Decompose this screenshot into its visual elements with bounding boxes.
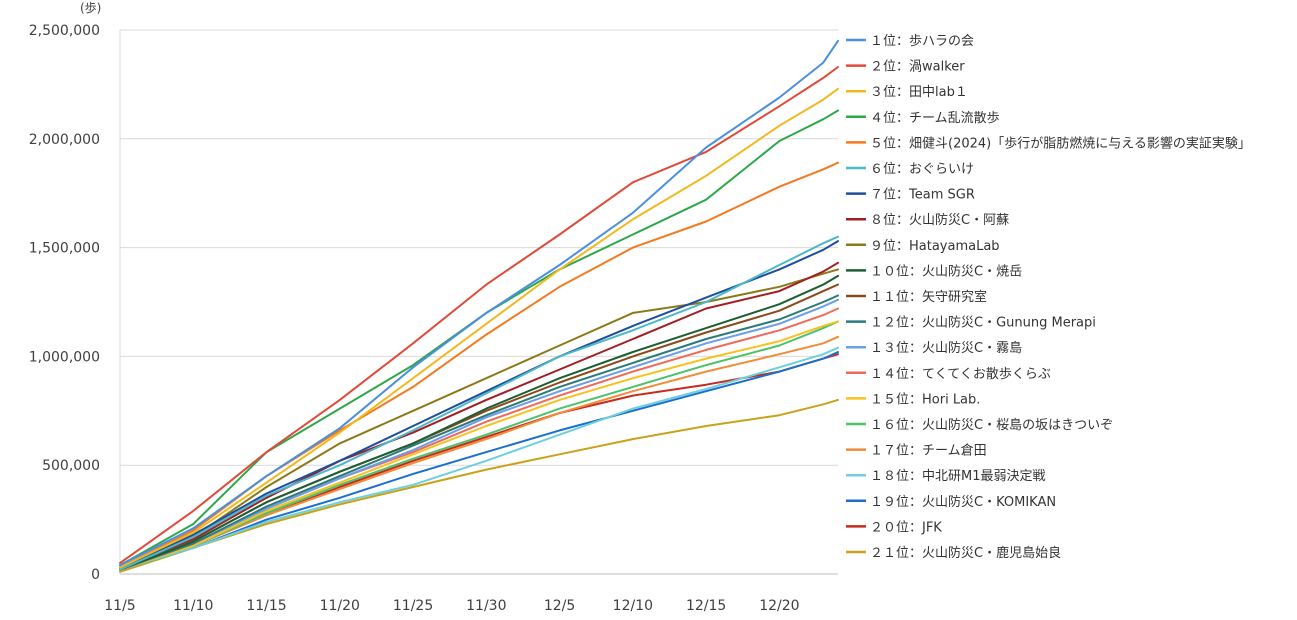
y-tick-label: 0: [91, 567, 100, 583]
y-tick-label: 2,000,000: [29, 132, 100, 148]
legend-label: ６位：おぐらいけ: [870, 162, 974, 177]
legend-item: １０位：火山防災C・焼岳: [846, 263, 1022, 279]
legend-item: ９位：HatayamaLab: [846, 239, 1000, 254]
series-line: [119, 66, 839, 565]
series-line: [119, 87, 839, 569]
x-tick-label: 12/15: [686, 598, 726, 614]
x-tick-label: 11/5: [104, 598, 135, 614]
legend-label: ２０位：JFK: [870, 520, 942, 535]
series-line: [119, 268, 839, 569]
gridlines: [119, 29, 838, 575]
y-axis-unit-label: (歩): [80, 0, 101, 15]
legend-item: １２位：火山防災C・Gunung Merapi: [846, 315, 1096, 331]
legend-label: ２１位：火山防災C・鹿児島始良: [870, 545, 1061, 561]
series-line: [119, 294, 839, 571]
legend-label: １０位：火山防災C・焼岳: [870, 263, 1022, 279]
legend-label: １位：歩ハラの会: [870, 34, 974, 49]
y-axis-ticks: 0 500,000 1,000,000 1,500,000 2,000,000 2,500…: [29, 23, 100, 583]
legend-item: １９位：火山防災C・KOMIKAN: [846, 494, 1056, 510]
legend-label: １７位：チーム倉田: [870, 444, 987, 459]
series-line: [119, 235, 839, 571]
series-line: [119, 320, 839, 571]
x-tick-label: 12/20: [759, 598, 799, 614]
legend-item: ２１位：火山防災C・鹿児島始良: [846, 545, 1061, 561]
legend-label: ８位：火山防災C・阿蘇: [870, 212, 1009, 228]
series-line: [119, 398, 839, 573]
x-tick-label: 11/20: [320, 598, 360, 614]
y-tick-label: 1,500,000: [29, 241, 100, 257]
legend-item: １８位：中北研M1最弱決定戦: [846, 469, 1046, 484]
legend-item: １４位：てくてくお散歩くらぶ: [846, 367, 1051, 382]
series-line: [119, 109, 839, 567]
y-tick-label: 2,500,000: [29, 23, 100, 39]
legend-label: ５位：畑健斗(2024)「歩行が脂肪燃焼に与える影響の実証実験」: [870, 135, 1251, 151]
series-line: [119, 274, 839, 571]
legend-label: ９位：HatayamaLab: [870, 239, 1000, 254]
series-line: [119, 261, 839, 569]
legend-label: １６位：火山防災C・桜島の坂はきついぞ: [870, 417, 1113, 433]
legend-item: ２位：渦walker: [846, 60, 965, 75]
legend-label: １１位：矢守研究室: [870, 289, 987, 305]
y-tick-label: 1,000,000: [29, 349, 100, 365]
series-lines: [119, 39, 839, 573]
x-tick-label: 11/30: [466, 598, 506, 614]
legend-item: ２０位：JFK: [846, 520, 942, 535]
legend-item: １５位：Hori Lab.: [846, 392, 980, 407]
legend-item: ７位：Team SGR: [846, 188, 975, 203]
x-tick-label: 12/10: [613, 598, 653, 614]
legend-label: １３位：火山防災C・霧島: [870, 340, 1022, 356]
legend-item: １位：歩ハラの会: [846, 34, 974, 49]
legend-label: １９位：火山防災C・KOMIKAN: [870, 494, 1056, 510]
series-line: [119, 320, 839, 571]
legend-item: １１位：矢守研究室: [846, 289, 987, 305]
legend-item: ６位：おぐらいけ: [846, 162, 974, 177]
legend-label: ３位：田中lab１: [870, 85, 968, 100]
x-axis-ticks: 11/5 11/10 11/15 11/20 11/25 11/30 12/5 12/10 12…: [104, 598, 799, 614]
legend-item: ８位：火山防災C・阿蘇: [846, 212, 1009, 228]
legend-item: １７位：チーム倉田: [846, 444, 987, 459]
legend: １位：歩ハラの会 ２位：渦walker ３位：田中lab１ ４位：チーム乱流散歩 ５位：…: [846, 34, 1251, 561]
series-line: [119, 335, 839, 571]
y-tick-label: 500,000: [42, 458, 100, 474]
legend-label: ７位：Team SGR: [870, 188, 975, 203]
legend-label: １５位：Hori Lab.: [870, 392, 980, 407]
series-line: [119, 346, 839, 571]
legend-item: ４位：チーム乱流散歩: [846, 111, 1000, 126]
x-tick-label: 11/15: [246, 598, 286, 614]
legend-item: ５位：畑健斗(2024)「歩行が脂肪燃焼に与える影響の実証実験」: [846, 135, 1251, 151]
legend-item: ３位：田中lab１: [846, 85, 968, 100]
legend-label: １２位：火山防災C・Gunung Merapi: [870, 315, 1096, 331]
legend-label: ４位：チーム乱流散歩: [870, 111, 1000, 126]
x-tick-label: 11/10: [173, 598, 213, 614]
legend-label: １８位：中北研M1最弱決定戦: [870, 469, 1046, 484]
series-line: [119, 298, 839, 571]
series-line: [119, 351, 839, 571]
legend-label: ２位：渦walker: [870, 60, 965, 75]
series-line: [119, 39, 839, 567]
legend-label: １４位：てくてくお散歩くらぶ: [870, 367, 1051, 382]
legend-item: １６位：火山防災C・桜島の坂はきついぞ: [846, 417, 1113, 433]
x-tick-label: 11/25: [393, 598, 433, 614]
x-tick-label: 12/5: [544, 598, 575, 614]
legend-item: １３位：火山防災C・霧島: [846, 340, 1022, 356]
